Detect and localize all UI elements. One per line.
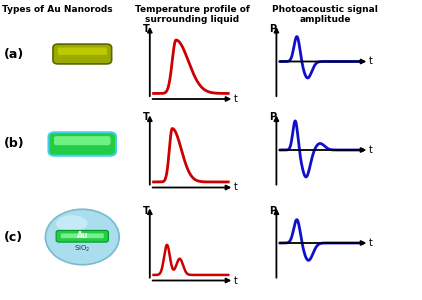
Text: t: t bbox=[368, 56, 372, 67]
FancyBboxPatch shape bbox=[56, 230, 108, 242]
Text: SiO$_2$: SiO$_2$ bbox=[74, 244, 91, 254]
Text: t: t bbox=[368, 145, 372, 155]
FancyBboxPatch shape bbox=[57, 47, 107, 55]
Text: P: P bbox=[269, 24, 276, 34]
Text: t: t bbox=[233, 94, 237, 104]
Text: Photoacoustic signal
amplitude: Photoacoustic signal amplitude bbox=[272, 4, 378, 24]
Text: Types of Au Nanorods: Types of Au Nanorods bbox=[2, 4, 112, 14]
Text: T: T bbox=[143, 206, 150, 215]
Text: (c): (c) bbox=[4, 230, 23, 244]
FancyBboxPatch shape bbox=[49, 132, 116, 156]
Text: Au: Au bbox=[77, 231, 88, 240]
Text: T: T bbox=[143, 112, 150, 122]
Text: (b): (b) bbox=[4, 137, 25, 151]
FancyBboxPatch shape bbox=[54, 136, 111, 145]
FancyBboxPatch shape bbox=[61, 233, 104, 238]
Text: t: t bbox=[233, 275, 237, 286]
Ellipse shape bbox=[46, 209, 119, 265]
Text: t: t bbox=[368, 238, 372, 248]
Text: P: P bbox=[269, 206, 276, 215]
Text: T: T bbox=[143, 24, 150, 34]
FancyBboxPatch shape bbox=[53, 44, 111, 64]
Text: (a): (a) bbox=[4, 47, 24, 61]
Ellipse shape bbox=[56, 215, 88, 232]
Text: t: t bbox=[233, 182, 237, 193]
Text: Temperature profile of
surrounding liquid: Temperature profile of surrounding liqui… bbox=[135, 4, 249, 24]
Text: P: P bbox=[269, 112, 276, 122]
